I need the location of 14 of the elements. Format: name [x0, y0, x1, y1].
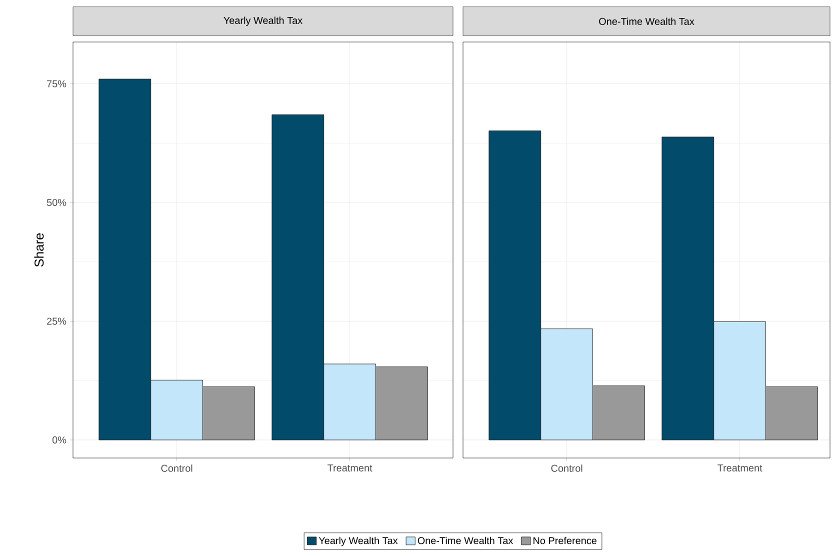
y-axis-title: Share — [34, 233, 44, 267]
x-tick-label: Control — [551, 464, 582, 472]
y-tick-label: 75% — [47, 80, 66, 88]
x-tick-label: Treatment — [718, 464, 762, 472]
y-tick-label: 50% — [46, 198, 66, 206]
legend-label: No Preference — [534, 536, 596, 544]
legend-label: One-Time Wealth Tax — [418, 536, 514, 544]
y-tick-label: 25% — [47, 318, 66, 325]
y-tick-label: 0% — [52, 436, 66, 444]
chart-title: One-Time Wealth Tax — [599, 18, 694, 25]
x-tick-label: Treatment — [328, 464, 372, 472]
chart-title: Yearly Wealth Tax — [224, 16, 302, 26]
x-tick-label: Control — [161, 464, 192, 472]
legend-label: Yearly Wealth Tax — [318, 536, 398, 546]
